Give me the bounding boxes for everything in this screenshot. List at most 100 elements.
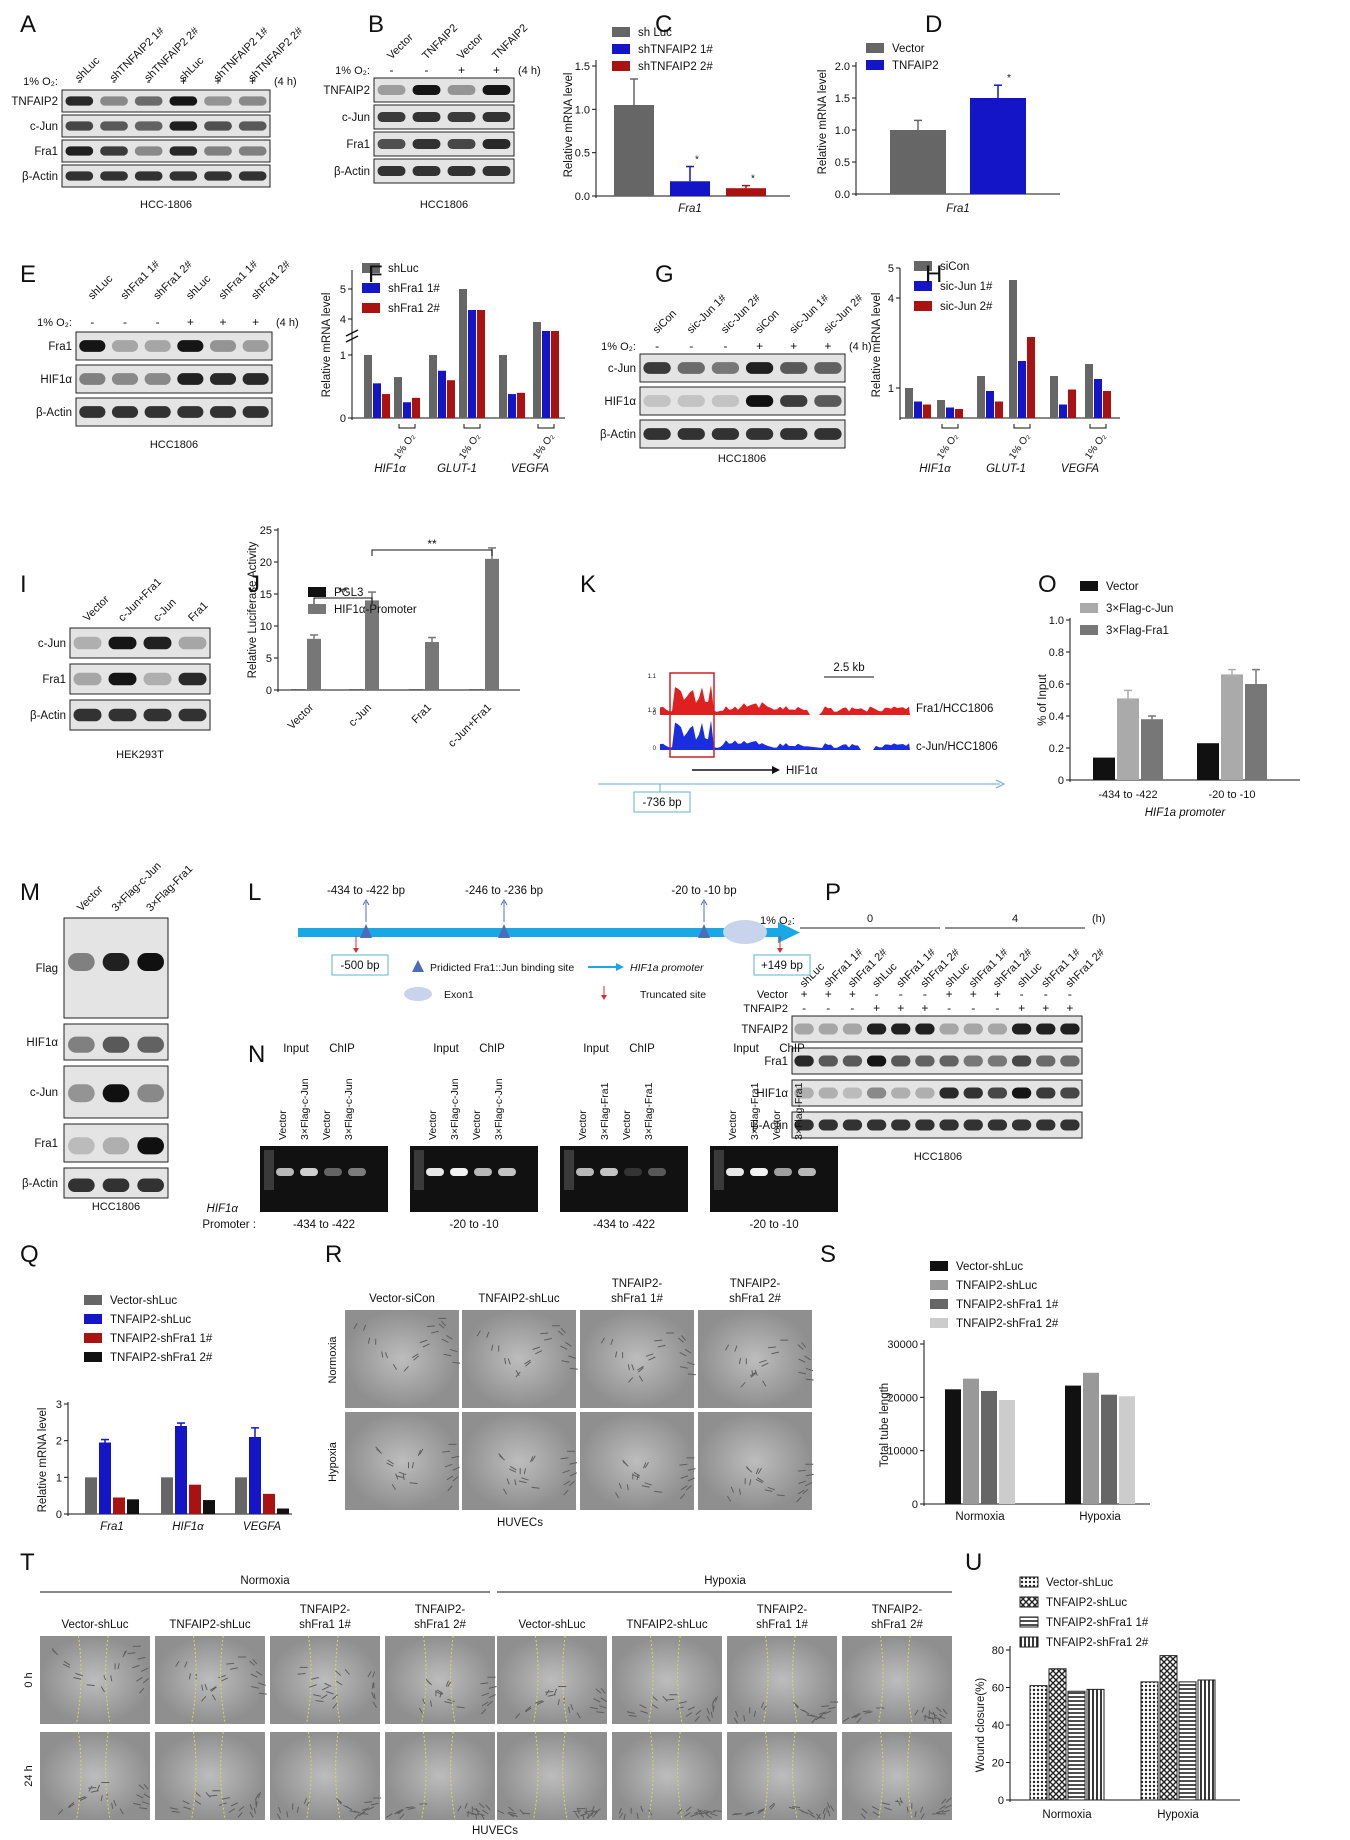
track-tick: 0 [653, 711, 657, 717]
bar [614, 105, 654, 196]
cell-network [57, 1782, 151, 1815]
bar [203, 1500, 215, 1514]
cell-line-label: HEK293T [116, 749, 164, 761]
blot-band [818, 1087, 838, 1099]
gel-lane-label: Vector [277, 1110, 289, 1140]
band-label: c-Jun [30, 121, 58, 133]
blot-band [1036, 1023, 1056, 1035]
group-label: GLUT-1 [986, 463, 1026, 475]
gel-band [774, 1168, 792, 1176]
bar [277, 1508, 289, 1514]
o2-label: 1% O₂: [335, 65, 370, 77]
blot-band [143, 672, 172, 686]
gel-region-label: -20 to -10 [749, 1219, 798, 1231]
legend-label: shFra1 2# [388, 303, 440, 315]
blot-band [818, 1055, 838, 1067]
panel-letter-s: S [820, 1241, 836, 1268]
blot-band [915, 1119, 935, 1131]
blot-band [1011, 1023, 1032, 1035]
y-tick-label: 15 [260, 589, 272, 601]
col-label: shFra1 1# [299, 1619, 351, 1631]
micrograph [580, 1412, 694, 1510]
legend-label: siCon [940, 261, 969, 273]
panel-letter-p: P [825, 879, 841, 906]
band-label: β-Actin [600, 429, 636, 441]
bar [970, 98, 1026, 194]
legend-label: TNFAIP2-shFra1 1# [110, 1333, 213, 1345]
band-label: Fra1 [346, 139, 370, 151]
gel-lane-label: 3×Flag-Fra1 [749, 1082, 761, 1140]
gel-lane-label: 3×Flag-c-Jun [299, 1078, 311, 1140]
gel-lane-label: 3×Flag-c-Jun [449, 1078, 461, 1140]
blot-strip [639, 386, 846, 416]
blot-band [1060, 1087, 1080, 1099]
blot-strip [75, 331, 273, 361]
exon1-shape [723, 920, 767, 944]
y-tick-label: 1.5 [835, 93, 850, 105]
gel-lane-label: Vector [621, 1110, 633, 1140]
blot-band [137, 1178, 164, 1192]
y-tick-label: 0.4 [1049, 711, 1064, 723]
group-label: VEGFA [1061, 463, 1099, 475]
bar [469, 689, 483, 690]
x-tick-label: Vector [286, 701, 317, 732]
sign-a: + [249, 74, 256, 88]
y-tick-label: 2.0 [835, 61, 850, 73]
legend-label: sic-Jun 1# [940, 281, 993, 293]
bar [175, 1426, 187, 1514]
blot-band [1036, 1055, 1056, 1067]
panel-letter-q: Q [20, 1241, 39, 1268]
panel-t: Normoxia Hypoxia Vector-shLuc TNFAIP2-shLuc… [23, 1575, 952, 1837]
gel-image [710, 1146, 838, 1212]
col-label: TNFAIP2- [757, 1604, 808, 1616]
band-label: c-Jun [30, 1087, 58, 1099]
gel-band [450, 1168, 468, 1176]
blot-band [963, 1023, 983, 1035]
blot-band [987, 1119, 1008, 1131]
blot-band [447, 84, 476, 96]
bar [438, 370, 446, 418]
caption: HUVECs [472, 1825, 518, 1837]
sign-p-v: - [1068, 987, 1072, 1001]
wound-edge [907, 1635, 913, 1725]
blot-band [68, 1036, 95, 1053]
blot-band [1011, 1119, 1032, 1131]
y-tick-label: 0.8 [1049, 647, 1064, 659]
bar [890, 130, 946, 194]
bar [291, 689, 305, 690]
blot-strip [75, 397, 273, 427]
sign-p-t: - [826, 1001, 830, 1015]
bar [394, 377, 402, 418]
blot-band [73, 672, 102, 686]
o2-label: 1% O₂: [23, 76, 58, 88]
sign-g: + [756, 339, 763, 353]
blot-band [711, 395, 740, 407]
blot-band [134, 96, 163, 106]
sig-mark: * [695, 155, 699, 166]
legend-exon [404, 987, 432, 1001]
sign-p-v: + [849, 987, 856, 1001]
gel-input-label: Input [283, 1043, 309, 1055]
blot-band [745, 428, 774, 440]
vector-label: Vector [757, 989, 789, 1001]
bar [945, 1389, 961, 1504]
blot-band [866, 1055, 887, 1067]
band-label: β-Actin [22, 1178, 58, 1190]
o2-tick: 1% O₂ [531, 431, 557, 461]
gel-band [300, 1168, 318, 1176]
cell-line-label: HCC1806 [150, 439, 198, 451]
site-label: -20 to -10 bp [671, 885, 736, 897]
cell-network [276, 1797, 382, 1820]
blot-band [108, 708, 137, 722]
bar [1093, 757, 1115, 780]
lane-label-b: Vector [455, 31, 486, 62]
bar [263, 1493, 275, 1514]
sign-a: + [214, 74, 221, 88]
blot-band [794, 1087, 814, 1099]
bar [1221, 674, 1243, 780]
track-fra1 [660, 685, 910, 715]
bar [963, 1378, 979, 1504]
bar [235, 1477, 247, 1514]
legend-label: 3×Flag-Fra1 [1106, 625, 1169, 637]
blot-band [169, 121, 198, 131]
